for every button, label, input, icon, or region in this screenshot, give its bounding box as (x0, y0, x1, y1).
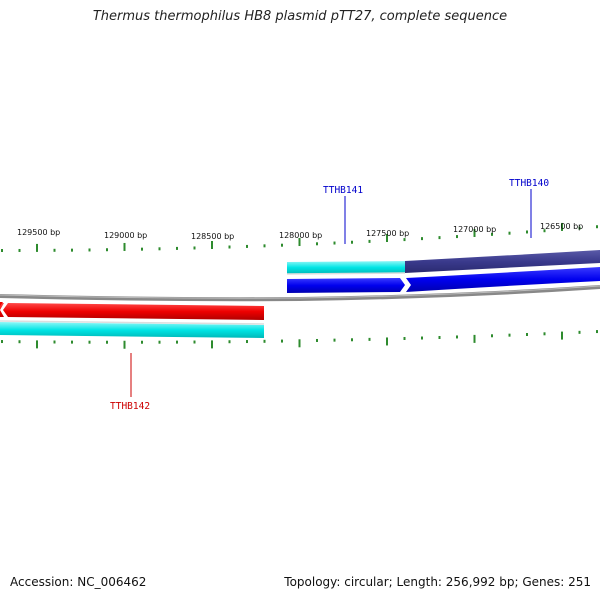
gene-arrow-tthb141[interactable] (287, 278, 405, 293)
plasmid-backbone-highlight (0, 285, 600, 299)
gene-label-tthb141[interactable]: TTHB141 (323, 185, 363, 196)
ruler-label: 128500 bp (191, 232, 234, 241)
cds-band-forward (287, 261, 405, 274)
ruler-label: 128000 bp (279, 231, 322, 240)
band-edge (286, 272, 406, 275)
map-title: Thermus thermophilus HB8 plasmid pTT27, … (92, 9, 508, 24)
gene-arrow-tthb142-cap (0, 302, 3, 306)
gene-label-tthb140[interactable]: TTHB140 (509, 178, 549, 189)
gene-arrow-tthb140[interactable] (406, 267, 600, 292)
ruler-label: 127000 bp (453, 225, 496, 234)
ruler-label: 129000 bp (104, 231, 147, 240)
gene-band-tthb140[interactable] (405, 250, 600, 273)
band-edge (0, 320, 265, 325)
accession-text: Accession: NC_006462 (10, 575, 147, 589)
ruler-labels: 129500 bp 129000 bp 128500 bp 128000 bp … (17, 222, 583, 241)
ruler-ticks-top (1, 222, 598, 252)
plasmid-backbone (0, 285, 600, 302)
ruler-label: 126500 bp (540, 222, 583, 231)
ruler-ticks-bottom (1, 330, 598, 349)
ruler-label: 127500 bp (366, 229, 409, 238)
gene-arrow-tthb142[interactable] (0, 303, 264, 320)
gene-label-tthb142[interactable]: TTHB142 (110, 401, 150, 412)
ruler-label: 129500 bp (17, 228, 60, 237)
cds-band-reverse (0, 322, 264, 338)
sequence-info-text: Topology: circular; Length: 256,992 bp; … (284, 575, 591, 589)
